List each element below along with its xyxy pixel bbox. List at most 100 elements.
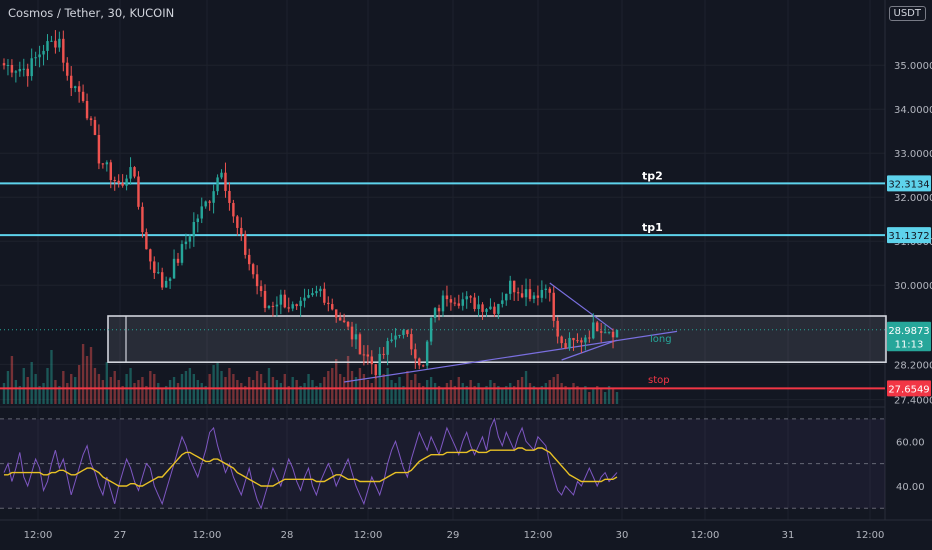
candle-body-86 xyxy=(342,320,346,322)
candle-body-64 xyxy=(255,274,259,287)
time-tick-6: 12:00 xyxy=(524,530,553,541)
axes: 35.000034.000033.000032.000031.000030.00… xyxy=(24,61,932,541)
candle-body-102 xyxy=(406,330,409,335)
price-tag-2: 28.9873 xyxy=(888,326,929,337)
price-tag-0: 32.3134 xyxy=(888,179,929,190)
candle-body-124 xyxy=(493,306,496,314)
candle-body-117 xyxy=(465,296,468,300)
candle-body-107 xyxy=(425,341,429,366)
candle-body-148 xyxy=(588,337,591,339)
volume-bar-80 xyxy=(319,383,322,404)
volume-bar-68 xyxy=(271,377,275,404)
volume-bar-43 xyxy=(172,377,176,404)
price-tag-bg-3 xyxy=(887,335,931,352)
candle-body-66 xyxy=(263,290,267,308)
rsi-tick-1: 40.00 xyxy=(896,482,925,493)
trend-lines[interactable] xyxy=(344,282,678,383)
candle-body-32 xyxy=(129,167,132,179)
volume-bar-107 xyxy=(425,380,429,404)
volume-bar-153 xyxy=(607,386,611,404)
candle-body-154 xyxy=(611,331,615,338)
volume-bar-66 xyxy=(263,383,267,404)
candle-body-14 xyxy=(58,38,61,48)
volume-bar-76 xyxy=(303,383,306,404)
volume-bar-78 xyxy=(311,380,314,404)
volume-bar-6 xyxy=(26,377,29,404)
candle-body-147 xyxy=(584,337,587,343)
currency-button[interactable]: USDT xyxy=(888,6,926,21)
candle-body-21 xyxy=(85,100,89,119)
long-zone-box[interactable] xyxy=(0,315,887,364)
volume-bar-27 xyxy=(109,377,112,404)
resistance-trendline-b xyxy=(596,317,614,331)
volume-bar-155 xyxy=(615,392,619,404)
volume-bar-70 xyxy=(279,383,283,404)
candle-body-23 xyxy=(93,120,97,135)
volume-bar-125 xyxy=(497,386,500,404)
volume-bar-120 xyxy=(477,383,480,404)
annotation-stop: stop xyxy=(648,375,670,386)
time-tick-10: 12:00 xyxy=(856,530,885,541)
volume-bar-61 xyxy=(244,386,247,404)
candle-body-131 xyxy=(520,293,524,298)
annotation-long: long xyxy=(650,334,672,345)
volume-bar-5 xyxy=(22,368,25,404)
candle-body-67 xyxy=(267,305,271,308)
symbol-title[interactable]: Cosmos / Tether, 30, KUCOIN xyxy=(8,6,175,20)
candle-body-55 xyxy=(220,172,223,178)
volume-bar-136 xyxy=(540,386,544,404)
volume-bar-50 xyxy=(200,383,203,404)
candle-body-33 xyxy=(133,167,136,177)
candle-body-0 xyxy=(2,63,6,66)
volume-bar-127 xyxy=(505,386,508,404)
candle-body-103 xyxy=(410,334,413,350)
candle-body-89 xyxy=(354,334,358,340)
volume-bar-123 xyxy=(489,380,492,404)
candle-body-127 xyxy=(505,293,508,301)
volume-bar-106 xyxy=(422,386,425,404)
candle-body-112 xyxy=(445,295,449,300)
volume-bar-108 xyxy=(429,377,433,404)
volume-bar-121 xyxy=(481,389,484,404)
candle-body-30 xyxy=(121,183,124,186)
candle-body-38 xyxy=(153,261,156,273)
candle-body-80 xyxy=(319,288,322,292)
candle-body-5 xyxy=(22,68,25,70)
volume-bar-10 xyxy=(42,383,45,404)
time-tick-0: 12:00 xyxy=(24,530,53,541)
candle-body-56 xyxy=(224,172,227,191)
candle-body-93 xyxy=(370,356,374,365)
price-tag-1: 31.1372 xyxy=(888,231,929,242)
volume-bar-44 xyxy=(176,383,180,404)
candle-body-60 xyxy=(240,227,243,235)
candle-body-47 xyxy=(188,236,192,242)
volume-bar-117 xyxy=(465,386,468,404)
volume-bar-115 xyxy=(457,377,460,404)
candle-body-84 xyxy=(334,309,338,318)
candle-body-61 xyxy=(244,234,247,255)
candle-body-132 xyxy=(524,289,528,298)
candle-body-149 xyxy=(592,322,595,339)
volume-bar-131 xyxy=(520,377,524,404)
candle-body-136 xyxy=(540,289,544,298)
volume-bar-113 xyxy=(449,380,453,404)
volume-bar-51 xyxy=(204,386,207,404)
volume-bar-30 xyxy=(121,386,124,404)
volume-bar-32 xyxy=(129,368,132,404)
candle-body-111 xyxy=(441,295,445,312)
volume-bar-149 xyxy=(592,389,595,404)
volume-bar-105 xyxy=(418,383,421,404)
price-tag-bg-1 xyxy=(887,227,931,244)
volume-bar-14 xyxy=(58,386,61,404)
candle-body-145 xyxy=(576,340,579,342)
volume-bar-146 xyxy=(580,389,583,404)
volume-bar-16 xyxy=(66,383,69,404)
candle-body-31 xyxy=(125,178,128,186)
volume-bar-110 xyxy=(437,386,441,404)
candle-body-82 xyxy=(327,302,330,305)
candle-body-108 xyxy=(429,317,433,342)
volume-bar-135 xyxy=(536,389,540,404)
candle-body-95 xyxy=(378,353,381,376)
candle-body-118 xyxy=(469,296,472,298)
